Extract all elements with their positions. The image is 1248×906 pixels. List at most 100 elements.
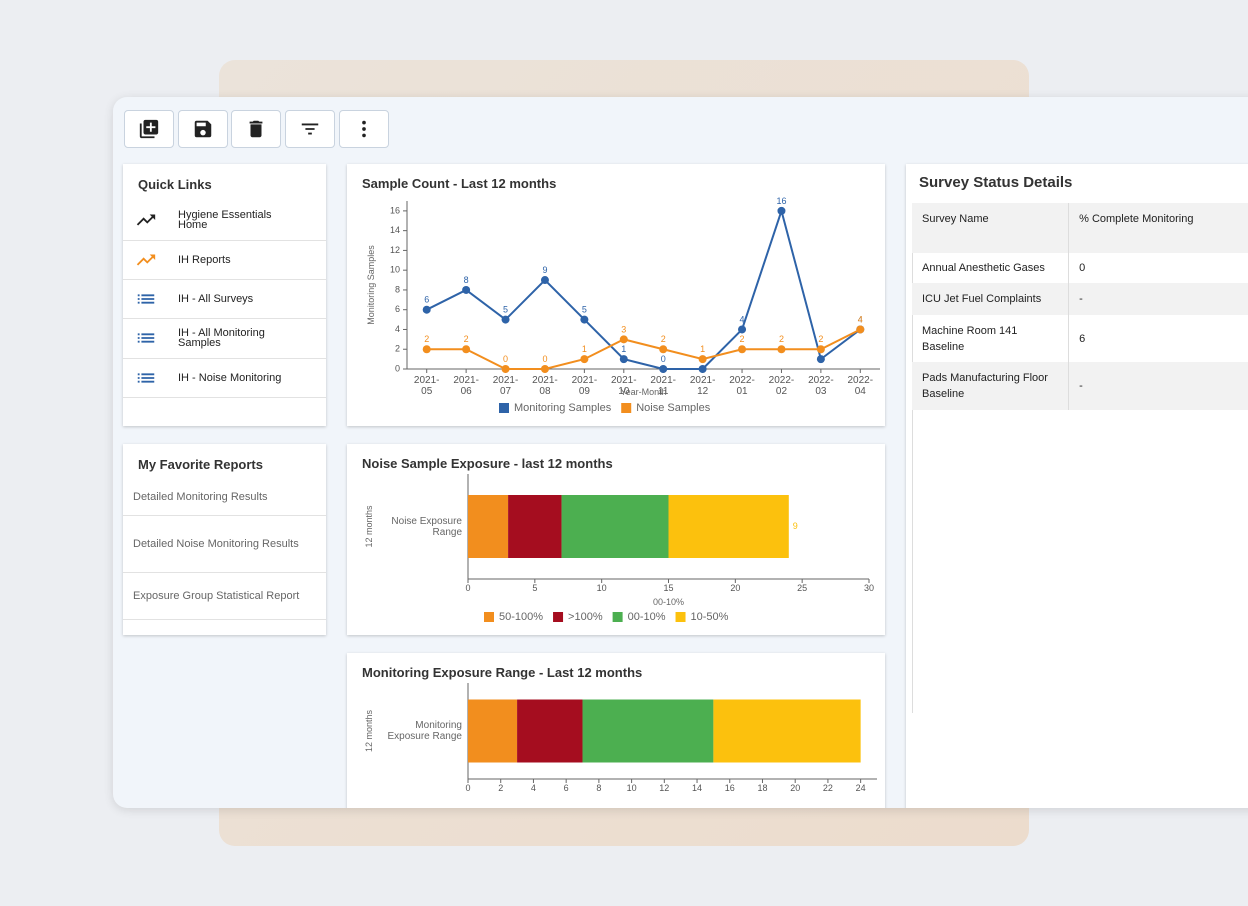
quick-link[interactable]: Hygiene Essentials Home: [123, 200, 326, 241]
quick-link[interactable]: IH - All Surveys: [123, 279, 326, 319]
add-button[interactable]: [124, 110, 174, 148]
cell: Pads Manufacturing Floor Baseline: [912, 362, 1070, 410]
x-tick-label: 6: [564, 783, 569, 793]
legend-label: 10-50%: [691, 611, 729, 623]
x-tick-label: 22: [823, 783, 833, 793]
y-tick-label: 12: [390, 245, 400, 255]
chart-card: Sample Count - Last 12 months 0 2 4 6 8 10 12 14…: [347, 164, 885, 426]
data-label: 2: [740, 334, 745, 344]
x-tick-label: 2021-06: [453, 375, 479, 397]
x-tick-label: 2021-10: [611, 375, 637, 397]
data-label: 4: [858, 314, 863, 324]
icon: [137, 372, 155, 383]
x-tick-label: 4: [531, 783, 536, 793]
report-text: Detailed Monitoring Results: [133, 490, 268, 503]
cell: ICU Jet Fuel Complaints: [912, 283, 1070, 315]
point: [462, 345, 471, 354]
x-axis-label: Year-Month: [620, 387, 666, 397]
survey-card: Survey Status Details Survey Name% Compl…: [906, 164, 1248, 808]
quick-link[interactable]: IH Reports: [123, 240, 326, 280]
category-slot: Monitoring Exposure Range: [388, 720, 463, 742]
data-label: 2: [424, 334, 429, 344]
cell: -: [1068, 283, 1248, 315]
filter-button[interactable]: [285, 110, 335, 148]
bar-segment: [713, 699, 861, 763]
data-label: 16: [776, 196, 786, 206]
x-tick-label: 14: [692, 783, 702, 793]
x-tick-label: 30: [864, 583, 874, 593]
data-label: 0: [503, 354, 508, 364]
header-row: Survey Name% Complete Monitoring: [912, 203, 1248, 253]
quick-links-card: Quick Links Hygiene Essentials Home IH R…: [123, 164, 326, 426]
card-title: My Favorite Reports: [138, 457, 263, 472]
row: ICU Jet Fuel Complaints -: [912, 283, 1248, 315]
legend-swatch: [499, 403, 509, 413]
point: [659, 345, 668, 354]
cell: Annual Anesthetic Gases: [912, 253, 1070, 283]
x-tick-label: 25: [797, 583, 807, 593]
data-label: 2: [464, 334, 469, 344]
chart-card: Monitoring Exposure Range - Last 12 mont…: [347, 653, 885, 808]
point: [619, 355, 628, 364]
bar-segment: [468, 495, 509, 558]
bar-segment: [468, 699, 518, 763]
y-tick-label: 2: [395, 344, 400, 354]
x-tick-label: 15: [663, 583, 673, 593]
save-button[interactable]: [178, 110, 228, 148]
y-axis-label: 12 months: [364, 709, 374, 752]
data-label: 8: [464, 275, 469, 285]
y-tick-label: 8: [395, 284, 400, 294]
data-label: 9: [793, 521, 798, 531]
x-tick-label: 2021-11: [650, 375, 676, 397]
x-tick-label: 12: [659, 783, 669, 793]
legend-swatch: [675, 612, 686, 622]
table-border: [912, 203, 913, 713]
x-tick-label: 2022-02: [769, 375, 795, 397]
chart-title: Noise Sample Exposure - last 12 months: [362, 456, 613, 471]
x-tick-label: 8: [596, 783, 601, 793]
point: [501, 315, 510, 324]
point: [422, 305, 431, 314]
chart-card: Noise Sample Exposure - last 12 months 0 5…: [347, 444, 885, 635]
icon: [137, 333, 155, 343]
data-label: 2: [661, 334, 666, 344]
y-tick-label: 14: [390, 225, 400, 235]
x-tick-label: 10: [627, 783, 637, 793]
data-label: 4: [858, 314, 863, 324]
delete-button[interactable]: [231, 110, 281, 148]
row: Pads Manufacturing Floor Baseline -: [912, 362, 1248, 410]
favorite-report[interactable]: Detailed Noise Monitoring Results: [123, 515, 326, 573]
favorite-report[interactable]: Detailed Monitoring Results: [123, 478, 326, 516]
point: [462, 285, 471, 294]
x-tick-label: 5: [532, 583, 537, 593]
point: [422, 345, 431, 354]
x-axis-label: 00-10%: [653, 597, 684, 607]
card-title: Survey Status Details: [919, 174, 1073, 191]
link-text: IH - All Monitoring Samples: [178, 327, 265, 349]
legend-swatch: [484, 612, 494, 622]
legend-label: >100%: [568, 611, 603, 623]
favorite-report[interactable]: Exposure Group Statistical Report: [123, 572, 326, 620]
legend-label: Monitoring Samples: [514, 402, 612, 414]
x-tick-label: 2021-05: [414, 375, 440, 397]
x-tick-label: 2021-12: [690, 375, 716, 397]
icon: [137, 293, 155, 304]
y-tick-label: 4: [395, 324, 400, 334]
point: [580, 355, 589, 364]
point: [698, 365, 707, 373]
more-button[interactable]: [339, 110, 389, 148]
quick-link[interactable]: IH - Noise Monitoring: [123, 358, 326, 398]
point: [816, 345, 825, 354]
chart-title: Monitoring Exposure Range - Last 12 mont…: [362, 665, 642, 680]
data-label: 2: [818, 334, 823, 344]
series-line: [426, 328, 861, 370]
link-text: Hygiene Essentials Home: [178, 209, 272, 231]
bar-segment: [668, 495, 789, 558]
point: [738, 345, 747, 354]
legend-swatch: [612, 612, 623, 622]
y-tick-label: Noise Exposure Range: [391, 515, 462, 538]
point: [777, 206, 786, 215]
data-label: 2: [779, 334, 784, 344]
quick-link[interactable]: IH - All Monitoring Samples: [123, 318, 326, 359]
link-text: IH - Noise Monitoring: [178, 371, 282, 384]
